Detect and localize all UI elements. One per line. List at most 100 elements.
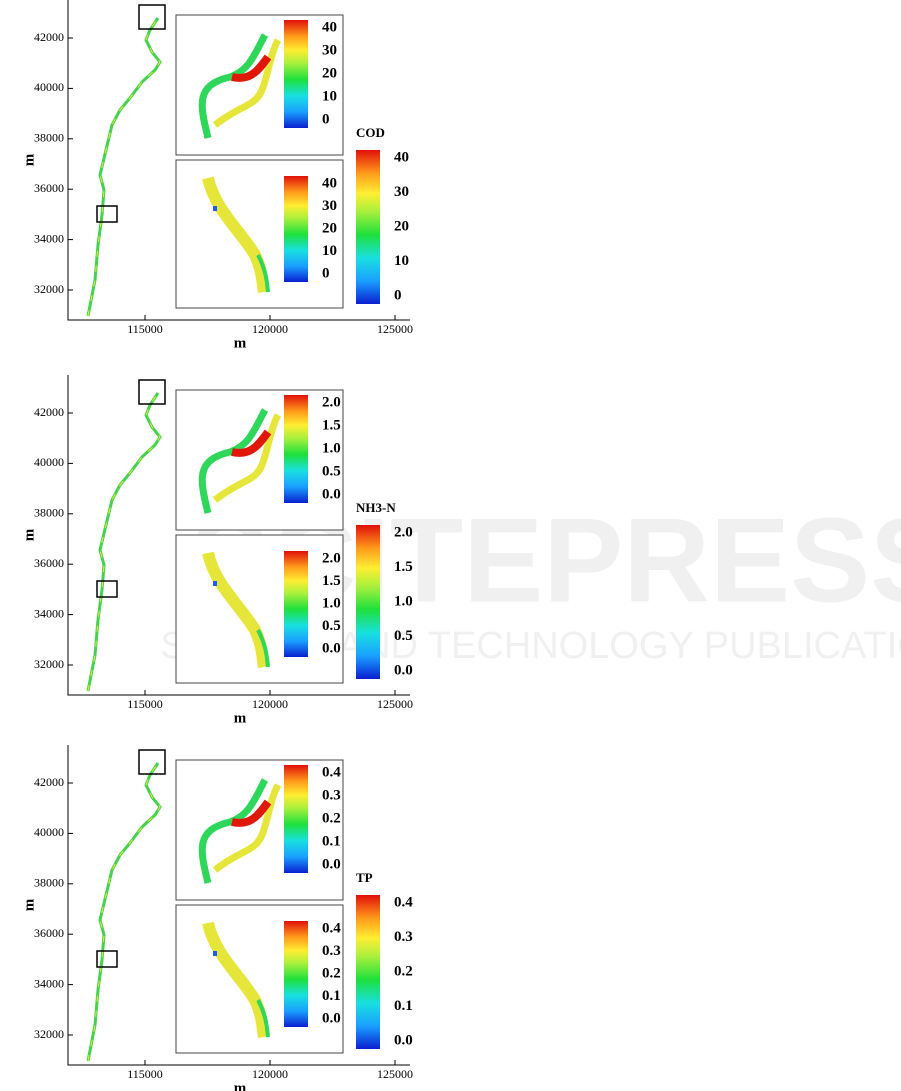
colorbar-tick-label: 0.4 xyxy=(322,764,341,780)
river xyxy=(86,392,162,692)
colorbar-title: COD xyxy=(356,125,385,140)
colorbar-tick-label: 2.0 xyxy=(322,550,341,566)
colorbar-tick-label: 10 xyxy=(322,88,337,104)
x-tick-label: 120000 xyxy=(252,1067,288,1081)
colorbar-tick-label: 0.1 xyxy=(322,988,341,1004)
colorbar-tick-label: 1.5 xyxy=(322,573,341,589)
y-tick-label: 42000 xyxy=(34,30,64,44)
y-tick-label: 36000 xyxy=(34,556,64,570)
colorbar-tick-label: 0.0 xyxy=(394,1032,413,1048)
colorbar xyxy=(356,895,380,1049)
y-tick-label: 38000 xyxy=(34,506,64,520)
axis-frame xyxy=(67,0,410,321)
axis-frame xyxy=(67,375,410,696)
colorbar xyxy=(356,525,380,679)
colorbar xyxy=(284,395,308,503)
colorbar xyxy=(284,551,308,657)
colorbar-title: NH3-N xyxy=(356,500,396,515)
colorbar-tick-label: 0.5 xyxy=(394,628,413,644)
y-tick-label: 36000 xyxy=(34,926,64,940)
x-tick-label: 120000 xyxy=(252,322,288,336)
zoom-box xyxy=(96,205,118,223)
x-tick-label: 115000 xyxy=(127,697,163,711)
channel xyxy=(202,176,270,293)
panel: 42000 40000 38000 36000 34000 32000 115000 1200… xyxy=(21,745,413,1091)
colorbar xyxy=(284,176,308,282)
colorbar-tick-label: 10 xyxy=(322,243,337,259)
channel-hot xyxy=(231,429,272,457)
channel xyxy=(198,408,269,514)
colorbar-tick-label: 30 xyxy=(322,198,337,214)
zoom-box xyxy=(138,4,166,30)
x-tick-label: 125000 xyxy=(377,1067,413,1081)
y-axis-label: m xyxy=(21,153,37,166)
channel-hot xyxy=(231,54,272,82)
colorbar-tick-label: 0.3 xyxy=(322,943,341,959)
colorbar-tick-label: 1.0 xyxy=(394,593,413,609)
x-tick-label: 115000 xyxy=(127,322,163,336)
colorbar-tick-label: 0.2 xyxy=(322,810,341,826)
colorbar-tick-label: 30 xyxy=(394,184,409,200)
y-tick-label: 32000 xyxy=(34,282,64,296)
colorbar-tick-label: 0.2 xyxy=(322,965,341,981)
colorbar xyxy=(284,921,308,1027)
channel xyxy=(202,551,270,668)
y-tick-label: 38000 xyxy=(34,876,64,890)
river xyxy=(86,762,162,1062)
y-tick-label: 32000 xyxy=(34,657,64,671)
colorbar-tick-label: 40 xyxy=(322,175,337,191)
outlet xyxy=(213,951,217,956)
y-tick-label: 40000 xyxy=(34,825,64,839)
colorbar-tick-label: 1.5 xyxy=(322,417,341,433)
colorbar-tick-label: 10 xyxy=(394,253,409,269)
colorbar-tick-label: 0.0 xyxy=(322,486,341,502)
colorbar-tick-label: 0 xyxy=(394,287,402,303)
channel xyxy=(212,38,282,128)
river xyxy=(86,17,162,317)
colorbar-tick-label: 0 xyxy=(322,265,330,281)
colorbar-tick-label: 0.5 xyxy=(322,463,341,479)
y-tick-label: 34000 xyxy=(34,231,64,245)
zoom-box xyxy=(96,580,118,598)
channel-edge xyxy=(256,254,270,293)
y-tick-label: 36000 xyxy=(34,181,64,195)
inset-frame xyxy=(175,14,344,156)
river-highlight xyxy=(87,392,161,692)
channel xyxy=(202,921,270,1038)
colorbar-tick-label: 0.0 xyxy=(322,640,341,656)
colorbar-tick-label: 1.0 xyxy=(322,595,341,611)
colorbar-tick-label: 40 xyxy=(394,149,409,165)
colorbar-tick-label: 0.4 xyxy=(322,920,341,936)
x-axis-label: m xyxy=(234,335,247,351)
y-tick-label: 34000 xyxy=(34,976,64,990)
channel-edge xyxy=(256,999,270,1038)
x-tick-label: 120000 xyxy=(252,697,288,711)
zoom-box xyxy=(138,379,166,405)
y-tick-label: 42000 xyxy=(34,775,64,789)
y-tick-label: 34000 xyxy=(34,606,64,620)
channel-edge xyxy=(256,629,270,668)
y-axis-label: m xyxy=(21,528,37,541)
colorbar-tick-label: 0 xyxy=(322,111,330,127)
colorbar-tick-label: 1.5 xyxy=(394,559,413,575)
zoom-box xyxy=(96,950,118,968)
colorbar-tick-label: 0.1 xyxy=(322,833,341,849)
channel xyxy=(212,783,282,873)
colorbar-tick-label: 0.0 xyxy=(322,1010,341,1026)
colorbar-tick-label: 20 xyxy=(394,218,409,234)
y-tick-label: 38000 xyxy=(34,131,64,145)
colorbar-title: TP xyxy=(356,870,373,885)
colorbar-tick-label: 0.0 xyxy=(394,662,413,678)
y-axis-label: m xyxy=(21,898,37,911)
river-highlight xyxy=(87,17,161,317)
x-tick-label: 125000 xyxy=(377,697,413,711)
zoom-box xyxy=(138,749,166,775)
y-tick-label: 42000 xyxy=(34,405,64,419)
colorbar-tick-label: 2.0 xyxy=(394,524,413,540)
y-tick-label: 32000 xyxy=(34,1027,64,1041)
colorbar-tick-label: 30 xyxy=(322,42,337,58)
panel: 42000 40 0 0 0 38000 36000 34000 32000 115000 1200… xyxy=(21,0,413,351)
x-tick-label: 115000 xyxy=(127,1067,163,1081)
